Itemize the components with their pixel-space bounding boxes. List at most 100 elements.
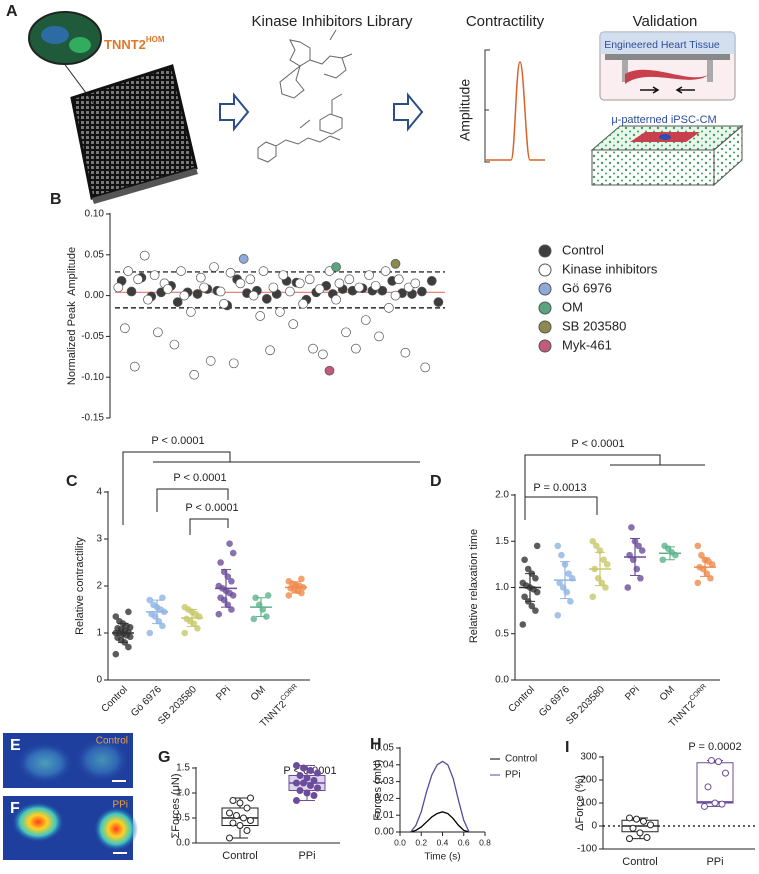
significance-label: P = 0.0002 <box>688 741 741 753</box>
data-point <box>377 285 388 296</box>
significance-bracket <box>524 496 598 520</box>
x-tick-label: Control <box>99 684 130 715</box>
y-tick-label: 0 <box>591 821 597 832</box>
legend-label: Myk-461 <box>562 337 612 352</box>
y-tick-label: 0.5 <box>176 813 190 824</box>
y-axis-label: Relative contractility <box>74 537 86 635</box>
y-axis-label: Normalized Peak Amplitude <box>66 247 78 385</box>
data-point <box>694 579 702 587</box>
data-point <box>228 578 235 585</box>
data-point <box>364 270 374 281</box>
panel-letter: B <box>50 191 62 208</box>
data-point <box>310 792 318 799</box>
data-point <box>314 784 321 792</box>
significance-label: P = 0.0013 <box>533 482 586 494</box>
data-point <box>567 598 574 605</box>
x-tick-label: OM <box>658 684 677 703</box>
data-point <box>278 270 289 281</box>
data-point <box>694 542 702 550</box>
data-point <box>524 565 532 573</box>
data-point <box>285 592 293 599</box>
data-point <box>380 266 391 276</box>
panel-letter: F <box>10 800 20 817</box>
rack <box>605 54 730 60</box>
data-point <box>169 339 180 350</box>
data-point <box>146 629 154 637</box>
data-point <box>626 835 633 843</box>
data-point <box>318 349 328 360</box>
data-point <box>226 834 233 842</box>
data-point <box>417 286 427 297</box>
data-point <box>715 758 722 766</box>
data-point <box>245 274 256 285</box>
data-point <box>300 779 307 787</box>
data-point <box>172 297 183 307</box>
legend-marker <box>538 339 552 353</box>
y-tick-label: -0.10 <box>81 372 104 383</box>
data-point <box>384 302 394 313</box>
x-tick-label: 0.4 <box>437 837 449 847</box>
data-point <box>264 592 272 599</box>
data-point <box>400 347 411 358</box>
significance-label: P < 0.0001 <box>173 472 226 484</box>
data-point <box>225 267 236 278</box>
data-point <box>236 799 244 807</box>
data-point <box>558 551 565 559</box>
data-point <box>215 610 223 618</box>
y-tick-label: 2.0 <box>495 490 509 501</box>
zoom-line <box>59 57 96 106</box>
data-point <box>533 542 541 550</box>
data-point <box>261 294 272 304</box>
data-point <box>390 258 401 269</box>
y-tick-label: 2 <box>96 581 102 592</box>
x-tick-label-text: TNNT2 <box>258 698 289 729</box>
data-point <box>303 789 311 797</box>
data-point <box>638 547 646 554</box>
x-tick-label-sup: CORR <box>688 683 708 703</box>
x-tick-label: SB 203580 <box>156 684 199 727</box>
data-point <box>240 814 247 822</box>
data-point <box>351 343 361 354</box>
x-tick-label: SB 203580 <box>564 684 607 727</box>
data-point <box>626 814 633 822</box>
data-point <box>149 270 160 281</box>
y-tick-label: 0.05 <box>85 249 105 260</box>
y-axis-label: ΣForces (μN) <box>170 773 182 838</box>
data-point <box>113 282 124 293</box>
data-point <box>708 756 715 764</box>
legend-marker <box>538 244 552 258</box>
y-tick-label: 3 <box>96 534 102 545</box>
y-tick-label: 1.0 <box>176 788 190 799</box>
data-point <box>296 787 304 794</box>
data-point <box>354 282 365 293</box>
data-point <box>153 327 163 338</box>
x-tick-label: 0.0 <box>394 837 406 847</box>
data-point <box>205 356 216 366</box>
data-point <box>698 551 705 559</box>
y-tick-label: 0.04 <box>375 759 395 770</box>
panel-letter: A <box>6 3 18 20</box>
trace <box>486 61 545 161</box>
data-point <box>285 286 295 297</box>
data-point <box>701 802 708 810</box>
x-tick-label: OM <box>249 684 268 703</box>
data-point <box>628 524 635 531</box>
data-point <box>293 762 300 769</box>
data-point <box>159 594 166 602</box>
y-tick-label: 1.0 <box>495 582 509 593</box>
data-point <box>248 290 259 301</box>
genotype-sup: HOM <box>146 35 165 44</box>
x-tick-label: 0.6 <box>458 837 470 847</box>
data-point <box>521 556 528 564</box>
data-point <box>146 596 154 604</box>
eht-label: Engineered Heart Tissue <box>604 39 720 51</box>
data-point <box>159 622 166 630</box>
data-point <box>554 611 562 619</box>
data-point <box>236 822 244 829</box>
data-point <box>176 266 186 276</box>
post <box>707 60 713 82</box>
section-title: Contractility <box>466 13 545 30</box>
data-point <box>344 274 355 285</box>
significance-bracket <box>156 488 229 512</box>
